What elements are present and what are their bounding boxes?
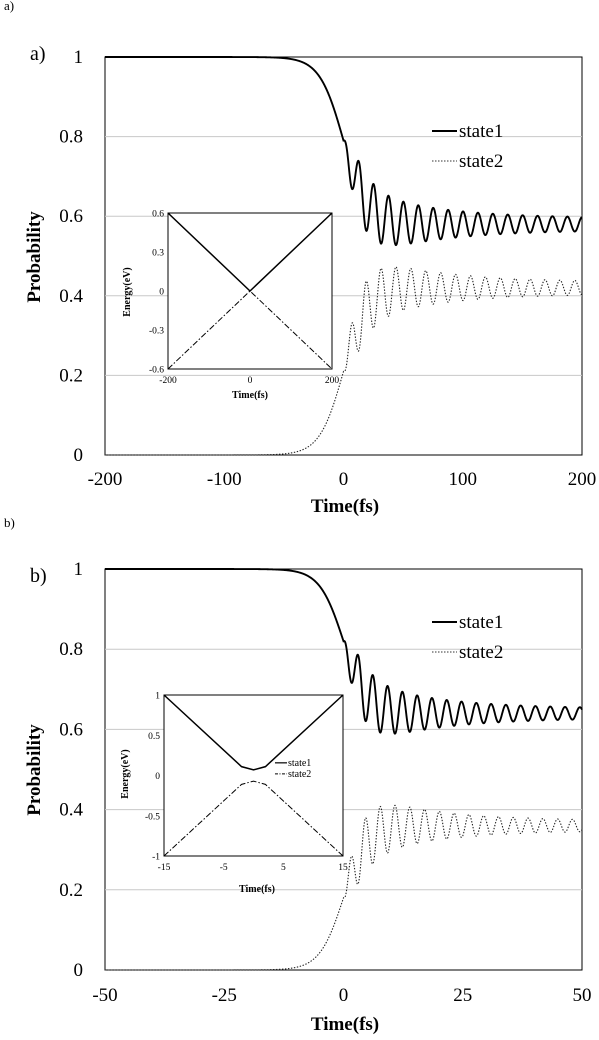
inset-y-axis-title: Energy(eV) — [122, 267, 133, 316]
panel-b: b)00.20.40.60.81-50 -25 0 25 50Time(fs)Proba… — [24, 559, 592, 1035]
inset-y-tick-label: 0 — [155, 772, 160, 782]
x-tick-label: 0 — [339, 985, 349, 1006]
y-tick-label: 0.8 — [59, 127, 83, 148]
inset-y-tick-label: -0.5 — [145, 812, 160, 822]
panel-label: b) — [30, 565, 47, 587]
y-tick-label: 0.2 — [59, 365, 83, 386]
y-tick-label: 0.8 — [59, 639, 83, 660]
x-tick-label: -200 — [88, 469, 123, 490]
legend-label-state2: state2 — [459, 642, 503, 663]
series-state1-line — [105, 568, 583, 735]
inset-x-tick-label: -15 — [158, 863, 171, 873]
panel-label: a) — [30, 43, 46, 65]
x-axis-title: Time(fs) — [311, 1014, 379, 1035]
legend-label-state1: state1 — [459, 121, 503, 142]
inset-legend-label-state2: state2 — [288, 769, 311, 780]
y-tick-label: 0 — [74, 445, 84, 466]
x-tick-label: 50 — [573, 985, 592, 1006]
inset-chart: -0.6 -0.3 0 0.3 0.6 -200 0 200 Time(fs) Energy(eV… — [122, 210, 339, 402]
inset-upper-state-line — [163, 694, 344, 771]
x-tick-label: 200 — [568, 469, 597, 490]
inset-x-tick-label: 200 — [325, 376, 340, 386]
y-tick-label: 0.4 — [59, 800, 83, 821]
inset-x-axis-title: Time(fs) — [232, 390, 268, 401]
x-tick-label: -25 — [212, 985, 237, 1006]
inset-chart: -1 -0.5 0 0.5 1 -15 -5 5 15 Time(fs) Energy(eV) sta… — [120, 692, 348, 896]
inset-x-tick-label: 5 — [281, 863, 286, 873]
x-tick-label: -100 — [207, 469, 242, 490]
inset-lower-state-line — [163, 780, 344, 857]
inset-y-tick-label: -1 — [152, 853, 160, 863]
inset-x-tick-label: -200 — [159, 376, 177, 386]
legend-label-state1: state1 — [459, 612, 503, 633]
crop-fragment-top: a) — [4, 0, 14, 13]
inset-y-axis-title: Energy(eV) — [120, 749, 131, 798]
inset-x-axis-title: Time(fs) — [239, 884, 275, 895]
inset-y-tick-label: 1 — [155, 692, 160, 702]
inset-y-tick-label: 0.3 — [152, 249, 164, 259]
x-tick-label: 0 — [339, 469, 349, 490]
inset-x-tick-label: 0 — [248, 376, 253, 386]
y-tick-label: 1 — [74, 559, 84, 580]
x-tick-label: 25 — [453, 985, 472, 1006]
y-tick-label: 0.6 — [59, 719, 83, 740]
inset-y-tick-label: 0.5 — [148, 732, 160, 742]
series-state1-line — [105, 56, 583, 247]
plot-frame — [104, 568, 583, 971]
x-tick-label: 100 — [449, 469, 478, 490]
series-state2-line — [105, 266, 583, 456]
series-state2-line — [105, 804, 583, 971]
y-axis-title: Probability — [24, 724, 45, 816]
inset-legend-label-state1: state1 — [288, 758, 311, 769]
plot-frame — [104, 56, 583, 456]
y-tick-label: 0.4 — [59, 286, 83, 307]
x-tick-label: -50 — [92, 985, 117, 1006]
legend-label-state2: state2 — [459, 151, 503, 172]
crop-fragment-middle: b) — [4, 515, 15, 530]
y-axis-title: Probability — [24, 211, 45, 303]
panel-a: a) 0 0.2 0.4 0.6 0.8 1 -200 -100 0 100 200 Time(fs) P… — [24, 43, 596, 517]
inset-x-tick-label: 15 — [338, 863, 348, 873]
inset-y-tick-label: -0.3 — [149, 327, 164, 337]
inset-upper-state-line — [167, 212, 333, 293]
y-tick-label: 0 — [74, 960, 84, 981]
inset-y-tick-label: 0.6 — [152, 210, 164, 220]
y-tick-label: 0.2 — [59, 880, 83, 901]
inset-lower-state-line — [167, 290, 333, 370]
y-tick-label: 0.6 — [59, 206, 83, 227]
inset-y-tick-label: 0 — [159, 288, 164, 298]
inset-x-tick-label: -5 — [220, 863, 228, 873]
y-tick-label: 1 — [74, 47, 84, 68]
inset-y-tick-label: -0.6 — [149, 366, 164, 376]
x-axis-title: Time(fs) — [311, 496, 379, 517]
